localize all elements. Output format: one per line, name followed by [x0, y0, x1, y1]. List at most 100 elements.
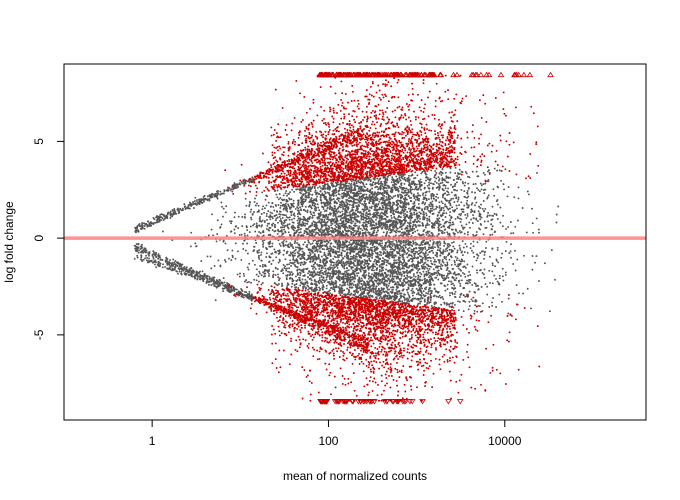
data-point — [438, 206, 441, 209]
data-point — [408, 295, 411, 298]
data-point — [421, 202, 424, 205]
data-point — [493, 274, 496, 277]
data-point — [326, 246, 329, 248]
data-point — [412, 208, 415, 211]
data-point — [476, 187, 478, 190]
data-point — [316, 203, 319, 206]
data-point — [317, 274, 320, 276]
data-point — [446, 283, 449, 286]
data-point — [478, 213, 481, 216]
data-point — [429, 265, 432, 268]
data-point — [323, 279, 326, 282]
data-point — [398, 261, 401, 264]
data-point — [424, 202, 427, 204]
data-point — [482, 171, 485, 174]
data-point — [425, 233, 428, 236]
data-point — [344, 261, 347, 264]
data-point — [302, 287, 305, 290]
data-point — [420, 294, 423, 297]
data-point — [295, 246, 297, 249]
data-point — [548, 310, 551, 313]
data-point — [449, 167, 452, 170]
data-point — [414, 241, 417, 244]
data-point — [397, 187, 400, 190]
data-point — [443, 256, 446, 258]
data-point — [441, 181, 444, 184]
data-point — [469, 211, 472, 214]
data-point — [359, 199, 362, 202]
data-point — [447, 187, 450, 190]
data-point — [312, 290, 315, 293]
data-point — [309, 210, 312, 213]
data-point — [467, 182, 470, 185]
data-point — [474, 191, 476, 194]
data-point — [525, 231, 528, 234]
data-point — [463, 273, 466, 276]
data-point — [419, 178, 422, 181]
data-point — [409, 219, 412, 222]
data-point — [409, 221, 412, 224]
data-point — [436, 217, 439, 220]
data-point — [368, 296, 371, 299]
data-point — [423, 207, 426, 210]
data-point — [242, 248, 245, 250]
data-point — [367, 248, 370, 251]
data-point — [278, 252, 281, 255]
data-point — [473, 210, 476, 213]
data-point — [359, 211, 362, 214]
data-point — [421, 297, 424, 300]
data-point — [443, 222, 446, 225]
data-point — [271, 224, 274, 227]
data-point — [372, 291, 375, 294]
data-point — [195, 245, 198, 248]
data-point — [274, 219, 277, 222]
data-point — [498, 293, 501, 296]
data-point — [304, 205, 307, 208]
data-point — [476, 220, 479, 223]
points-layer — [64, 71, 646, 405]
data-point — [277, 261, 280, 264]
data-point — [352, 200, 355, 203]
data-point — [223, 259, 226, 261]
data-point — [306, 209, 309, 212]
data-point — [517, 197, 520, 200]
data-point — [288, 271, 291, 274]
data-point — [333, 290, 336, 293]
data-point — [268, 229, 271, 232]
data-point — [461, 271, 464, 274]
data-point — [448, 214, 451, 217]
data-point — [338, 193, 341, 196]
data-point — [474, 283, 477, 285]
data-point — [299, 191, 302, 194]
data-point — [311, 242, 314, 245]
data-point — [449, 294, 451, 297]
data-point — [362, 215, 364, 218]
data-point — [493, 194, 496, 197]
data-point — [255, 273, 258, 276]
data-point — [452, 282, 454, 285]
data-point — [398, 250, 401, 253]
data-point — [407, 188, 409, 191]
data-point — [318, 247, 321, 250]
data-point — [354, 198, 357, 201]
data-point — [333, 201, 336, 204]
data-point — [311, 214, 314, 217]
data-point — [318, 282, 321, 285]
data-point — [424, 226, 427, 229]
data-point — [364, 198, 367, 200]
data-point — [318, 267, 321, 270]
data-point — [341, 192, 344, 195]
data-point — [345, 198, 348, 201]
data-point — [357, 187, 360, 190]
data-point — [353, 245, 356, 248]
data-point — [382, 206, 385, 209]
data-point — [426, 259, 429, 262]
data-point — [285, 240, 288, 243]
data-point — [408, 174, 410, 177]
data-point — [335, 284, 338, 287]
data-point — [268, 272, 270, 275]
data-point — [418, 183, 421, 186]
data-point — [399, 254, 402, 257]
data-point — [256, 202, 259, 205]
data-point — [531, 268, 534, 271]
